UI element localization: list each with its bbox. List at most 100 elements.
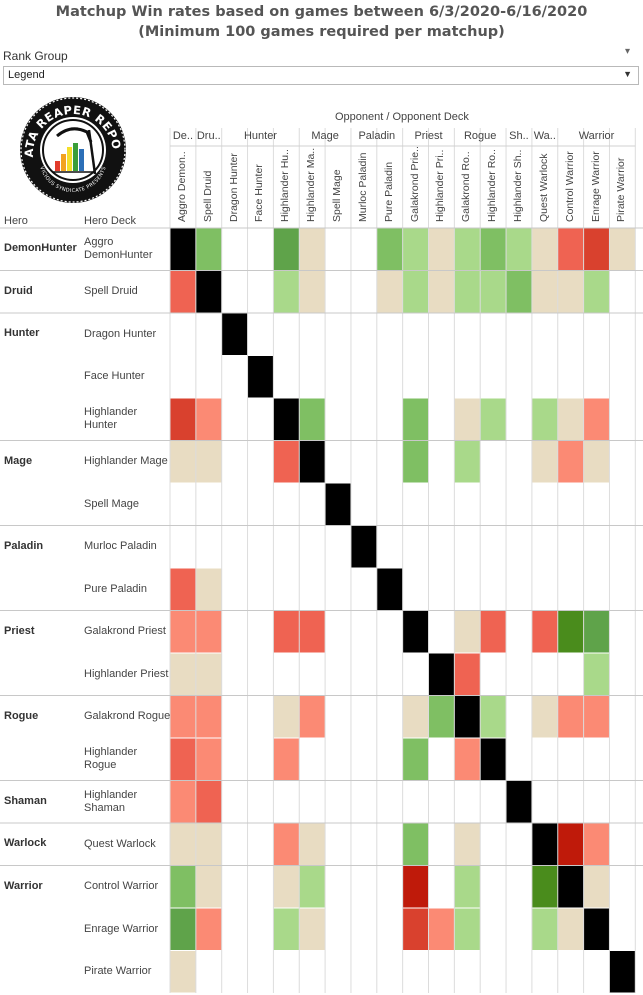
heatmap-cell [583, 398, 610, 440]
row-deck-label: Spell Mage [84, 497, 140, 510]
heatmap-cell [273, 611, 300, 653]
hero-column-header: Hero [4, 215, 28, 227]
heatmap-cell [273, 738, 300, 780]
chart-title-line2: (Minimum 100 games required per matchup) [138, 24, 505, 40]
row-hero-label: Warrior [4, 879, 43, 892]
heatmap-cell [531, 908, 558, 950]
opponent-axis-title: Opponent / Opponent Deck [335, 111, 469, 123]
heatmap-cell [170, 611, 196, 653]
heatmap-cell [583, 441, 610, 483]
row-deck-label: Pure Paladin [84, 582, 147, 595]
heatmap-cell [195, 398, 222, 440]
heatmap-cell [557, 228, 584, 270]
heatmap-cell [506, 228, 532, 270]
column-class-label: Rogue [463, 130, 497, 142]
heatmap-cell [531, 228, 558, 270]
heatmap-cell [170, 568, 196, 610]
rank-group-dropdown[interactable]: Legend ▼ [3, 66, 639, 85]
row-deck-label: Highlander Hunter [84, 406, 138, 432]
heatmap-cell [170, 398, 196, 440]
filter-menu-caret-icon[interactable]: ▾ [625, 46, 631, 57]
heatmap-cell [428, 696, 455, 738]
row-deck-label: Highlander Priest [84, 667, 169, 680]
heatmap-cell [402, 738, 429, 780]
heatmap-cell [402, 228, 429, 270]
heatmap-cell [273, 441, 300, 483]
rank-group-selected-value: Legend [8, 69, 45, 81]
column-class-label: Paladin [358, 130, 396, 142]
heatmap-cell [531, 823, 558, 865]
heatmap-cell [609, 951, 636, 993]
heatmap-cell [170, 823, 196, 865]
heatmap-cell [454, 398, 481, 440]
row-deck-label: Highlander Shaman [84, 788, 138, 814]
column-deck-label: Pure Paladin [382, 161, 395, 222]
heatmap-cell [531, 696, 558, 738]
heatmap-cell [531, 398, 558, 440]
heatmap-cell [480, 696, 507, 738]
heatmap-cell [583, 611, 610, 653]
row-deck-label: Face Hunter [84, 370, 145, 383]
heatmap-cell [376, 228, 403, 270]
heatmap-cell [170, 441, 196, 483]
heatmap-cell [402, 908, 429, 950]
heatmap-cell [299, 441, 326, 483]
heatmap-cell [454, 738, 481, 780]
heatmap-cell [195, 696, 222, 738]
heatmap-cell [402, 611, 429, 653]
heatmap-cell [325, 483, 351, 525]
heatmap-cell [299, 696, 326, 738]
row-deck-label: Quest Warlock [84, 837, 156, 850]
heatmap-cell [402, 271, 429, 313]
heatmap-cell [531, 611, 558, 653]
heatmap-cell [454, 228, 481, 270]
column-deck-label: Spell Mage [331, 169, 344, 222]
heatmap-cell [170, 781, 196, 823]
row-deck-label: Highlander Mage [84, 455, 168, 468]
heatmap-cell [454, 908, 481, 950]
heatmap-cell [506, 781, 532, 823]
column-deck-label: Pirate Warrior [615, 157, 628, 222]
heatmap-cell [480, 398, 507, 440]
heatmap-cell [531, 271, 558, 313]
heatmap-cell [480, 271, 507, 313]
row-deck-label: Galakrond Priest [84, 625, 166, 638]
row-deck-label: Pirate Warrior [84, 965, 152, 978]
heatmap-cell [583, 653, 610, 695]
heatmap-cell [583, 696, 610, 738]
heatmap-cell [428, 908, 455, 950]
heatmap-cell [273, 696, 300, 738]
column-deck-label: Highlander Pri.. [434, 149, 447, 222]
heatmap-cell [583, 823, 610, 865]
heatmap-cell [170, 228, 196, 270]
row-hero-label: DemonHunter [4, 242, 77, 255]
rank-group-label: Rank Group [3, 49, 68, 63]
heatmap-cell [428, 271, 455, 313]
heatmap-cell [583, 866, 610, 908]
heatmap-cell [402, 398, 429, 440]
column-deck-label: Highlander Ma.. [305, 147, 318, 222]
heatmap-cell [273, 271, 300, 313]
column-class-label: Dru.. [196, 130, 221, 142]
heatmap-cell [299, 611, 326, 653]
heatmap-cell [376, 568, 403, 610]
heatmap-cell [273, 228, 300, 270]
row-hero-label: Hunter [4, 327, 40, 340]
column-deck-label: Galakrond Ro.. [460, 151, 473, 222]
heatmap-cell [583, 228, 610, 270]
heatmap-cell [170, 653, 196, 695]
column-class-label: Sh.. [509, 130, 529, 142]
heatmap-cell [195, 823, 222, 865]
column-deck-label: Dragon Hunter [227, 153, 240, 222]
heatmap-cell [454, 696, 481, 738]
row-hero-label: Priest [4, 624, 35, 637]
heatmap-cell [195, 738, 222, 780]
heatmap-cell [195, 228, 222, 270]
hero-deck-column-header: Hero Deck [84, 215, 136, 227]
heatmap-cell [454, 653, 481, 695]
heatmap-cell [480, 228, 507, 270]
column-deck-label: Highlander Hu.. [279, 149, 292, 222]
column-class-label: Priest [414, 130, 443, 142]
heatmap-cell [195, 653, 222, 695]
heatmap-cell [170, 696, 196, 738]
